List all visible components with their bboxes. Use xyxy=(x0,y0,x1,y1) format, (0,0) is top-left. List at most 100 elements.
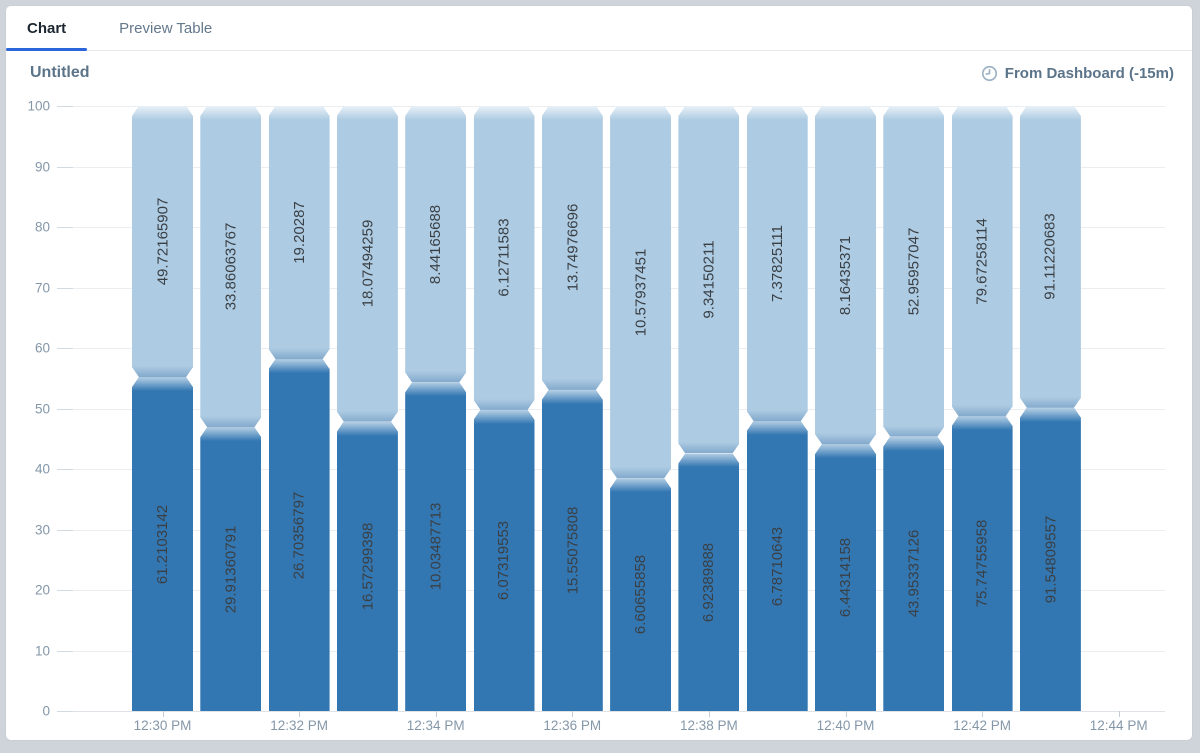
bar-segment-top[interactable]: 18.07494259 xyxy=(337,106,398,422)
stacked-bar: 10.57937451 6.60655858 xyxy=(610,106,671,711)
bar-value-label: 75.74755958 xyxy=(973,519,991,608)
bar-value-label: 15.55075808 xyxy=(563,506,581,595)
x-axis-tick xyxy=(162,711,164,717)
bar-value-label: 49.72165907 xyxy=(154,197,171,286)
y-axis-tick xyxy=(57,166,73,168)
stacked-bar: 79.67258114 75.74755958 xyxy=(952,106,1013,711)
bar-value-label: 33.86063767 xyxy=(222,222,240,311)
stacked-bar: 52.95957047 43.95337126 xyxy=(883,106,944,711)
tab-preview-table[interactable]: Preview Table xyxy=(87,6,244,50)
y-axis-label: 100 xyxy=(27,98,50,114)
y-axis-tick xyxy=(57,711,73,712)
bar-segment-bottom[interactable]: 43.95337126 xyxy=(883,437,944,711)
bar-value-label: 91.11220683 xyxy=(1041,213,1059,301)
bar-value-label: 6.44314158 xyxy=(837,537,854,618)
y-axis-label: 80 xyxy=(34,219,50,235)
chart-card: Chart Preview Table Untitled From Dashbo… xyxy=(5,5,1193,741)
stacked-bar: 33.86063767 29.91360791 xyxy=(200,106,261,711)
chart-title: Untitled xyxy=(30,64,90,81)
stacked-bar: 8.16435371 6.44314158 xyxy=(815,106,876,711)
bar-segment-bottom[interactable]: 15.55075808 xyxy=(542,390,603,711)
bar-segment-top[interactable]: 19.20287 xyxy=(269,106,330,359)
bar-value-label: 29.91360791 xyxy=(222,525,240,613)
bar-segment-top[interactable]: 7.37825111 xyxy=(747,106,808,421)
x-axis-tick xyxy=(1118,711,1120,717)
x-axis-tick xyxy=(299,711,301,717)
bar-segment-top[interactable]: 8.44165688 xyxy=(405,106,466,382)
stacked-bar: 13.74976696 15.55075808 xyxy=(542,106,603,711)
stacked-bar: 19.20287 26.70356797 xyxy=(269,106,330,711)
tab-chart[interactable]: Chart xyxy=(6,6,88,51)
y-axis-label: 0 xyxy=(42,703,50,719)
x-axis-label: 12:38 PM xyxy=(679,718,738,733)
time-range-label: From Dashboard (-15m) xyxy=(1004,64,1174,82)
tab-bar: Chart Preview Table xyxy=(6,6,1192,51)
y-axis-tick xyxy=(57,469,73,470)
bar-segment-top[interactable]: 13.74976696 xyxy=(542,106,603,390)
x-axis-label: 12:36 PM xyxy=(543,718,602,733)
bar-segment-top[interactable]: 10.57937451 xyxy=(610,106,671,478)
stacked-bar: 6.12711583 6.07319553 xyxy=(474,106,535,711)
y-axis-label: 30 xyxy=(34,522,50,537)
bar-segment-top[interactable]: 49.72165907 xyxy=(132,106,193,377)
bar-value-label: 18.07494259 xyxy=(358,220,376,308)
bar-segment-bottom[interactable]: 61.2103142 xyxy=(132,377,193,711)
y-axis-label: 50 xyxy=(34,401,50,416)
bar-segment-bottom[interactable]: 16.57299398 xyxy=(337,422,398,711)
bar-segment-bottom[interactable]: 6.44314158 xyxy=(815,444,876,711)
gridline xyxy=(57,711,1165,712)
bar-segment-bottom[interactable]: 10.03487713 xyxy=(405,382,466,711)
y-axis-label: 60 xyxy=(34,340,50,356)
bar-value-label: 91.54809557 xyxy=(1041,515,1059,604)
tab-preview-table-label: Preview Table xyxy=(119,19,213,37)
y-axis-tick xyxy=(57,227,73,228)
bar-segment-top[interactable]: 9.34150211 xyxy=(678,106,739,453)
y-axis-tick xyxy=(57,106,73,107)
x-axis-tick xyxy=(982,711,984,717)
stacked-bar: 91.11220683 91.54809557 xyxy=(1020,106,1081,711)
x-axis-label: 12:44 PM xyxy=(1089,718,1148,733)
bar-segment-top[interactable]: 52.95957047 xyxy=(883,106,944,437)
x-axis-label: 12:42 PM xyxy=(953,718,1011,733)
time-range-indicator[interactable]: From Dashboard (-15m) xyxy=(981,65,1174,82)
y-axis-tick xyxy=(57,590,73,591)
bar-value-label: 9.34150211 xyxy=(700,240,718,319)
bar-value-label: 10.57937451 xyxy=(632,248,650,336)
bar-value-label: 6.12711583 xyxy=(495,218,513,297)
y-axis-tick xyxy=(57,529,73,531)
bar-segment-bottom[interactable]: 26.70356797 xyxy=(269,359,330,711)
bar-value-label: 52.95957047 xyxy=(905,227,923,316)
tab-chart-label: Chart xyxy=(27,19,67,37)
y-axis-tick xyxy=(57,650,73,652)
x-axis-tick xyxy=(708,711,710,717)
stacked-bar: 9.34150211 6.92389888 xyxy=(678,106,739,711)
x-axis-label: 12:32 PM xyxy=(270,718,328,733)
bar-value-label: 8.16435371 xyxy=(837,235,854,315)
chart-header: Untitled From Dashboard (-15m) xyxy=(6,51,1192,95)
bar-segment-bottom[interactable]: 91.54809557 xyxy=(1020,408,1081,711)
bar-segment-top[interactable]: 79.67258114 xyxy=(952,106,1013,416)
bar-segment-bottom[interactable]: 75.74755958 xyxy=(952,416,1013,711)
bar-value-label: 16.57299398 xyxy=(358,522,376,611)
bar-segment-bottom[interactable]: 29.91360791 xyxy=(200,427,261,711)
y-axis-tick xyxy=(57,408,73,410)
bar-value-label: 61.2103142 xyxy=(154,504,171,584)
bar-value-label: 19.20287 xyxy=(290,201,308,264)
y-axis-label: 20 xyxy=(34,582,50,598)
bar-value-label: 6.78710643 xyxy=(768,526,786,606)
y-axis-label: 90 xyxy=(34,159,50,174)
bar-value-label: 8.44165688 xyxy=(427,204,445,284)
bar-segment-bottom[interactable]: 6.78710643 xyxy=(747,421,808,711)
bar-segment-top[interactable]: 8.16435371 xyxy=(815,106,876,444)
bar-segment-bottom[interactable]: 6.92389888 xyxy=(678,453,739,711)
bar-segment-top[interactable]: 6.12711583 xyxy=(474,106,535,410)
y-axis-label: 40 xyxy=(34,461,50,477)
x-axis-tick xyxy=(435,711,437,717)
bar-segment-bottom[interactable]: 6.60655858 xyxy=(610,478,671,711)
bar-segment-top[interactable]: 91.11220683 xyxy=(1020,106,1081,408)
bar-segment-bottom[interactable]: 6.07319553 xyxy=(474,410,535,711)
bar-value-label: 79.67258114 xyxy=(973,217,991,305)
x-axis-tick xyxy=(572,711,574,717)
bar-segment-top[interactable]: 33.86063767 xyxy=(200,106,261,427)
clock-icon xyxy=(981,65,997,81)
